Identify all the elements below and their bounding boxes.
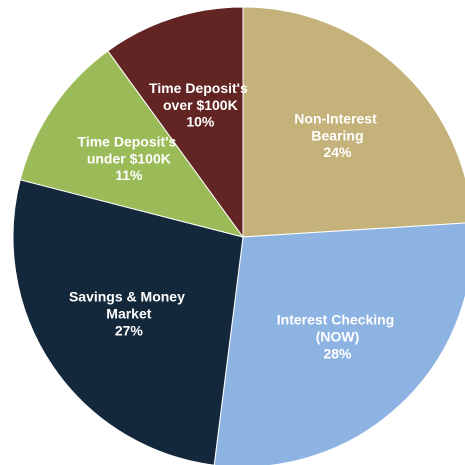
pie-slice (107, 6, 244, 239)
slice-value-label: 24% (323, 144, 352, 160)
pie-slice (19, 50, 245, 238)
slice-label: Time Deposit's under $100K (78, 133, 181, 166)
slice-label: Interest Checking (NOW) (277, 311, 398, 344)
slice-label: Non-Interest Bearing (294, 110, 380, 143)
slice-label: Savings & Money Market (69, 288, 189, 321)
slice-value-label: 11% (115, 167, 143, 183)
slice-label: Time Deposit's over $100K (149, 79, 252, 112)
pie-slice (213, 222, 465, 465)
slice-value-label: 10% (186, 113, 215, 129)
slice-value-label: 27% (115, 322, 144, 338)
slice-value-label: 28% (323, 345, 352, 361)
pie-slice (12, 179, 244, 465)
pie-slice (242, 6, 465, 238)
